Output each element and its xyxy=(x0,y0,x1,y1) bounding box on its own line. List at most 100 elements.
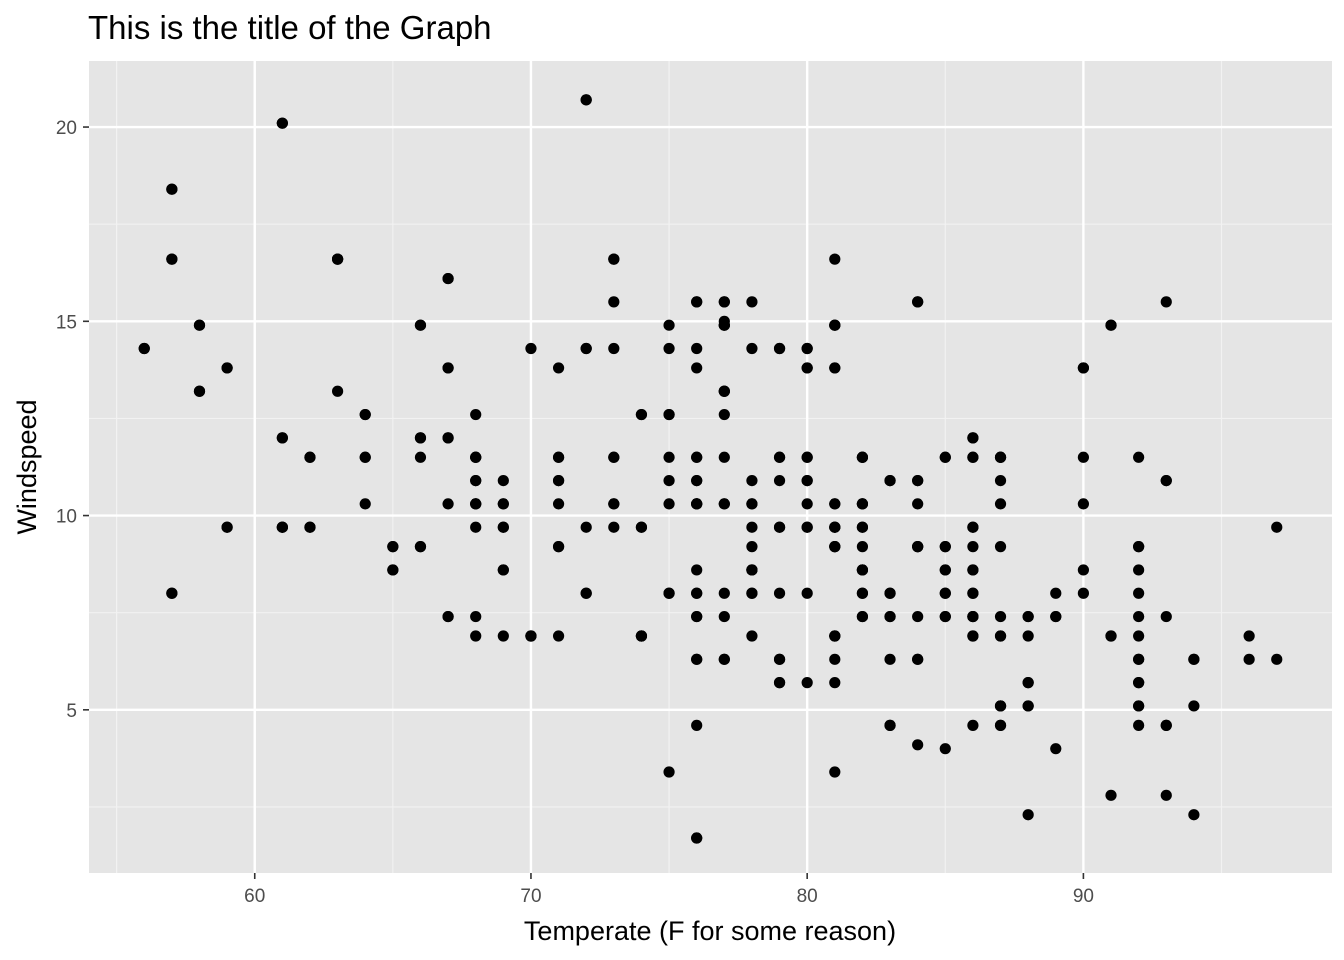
data-point xyxy=(912,541,924,553)
data-point xyxy=(1077,451,1089,463)
x-tick-label: 90 xyxy=(1073,886,1094,907)
data-point xyxy=(1050,587,1062,599)
data-point xyxy=(801,498,813,510)
x-tick-label: 70 xyxy=(520,886,541,907)
data-point xyxy=(801,451,813,463)
data-point xyxy=(1160,296,1172,308)
data-point xyxy=(912,610,924,623)
data-point xyxy=(994,700,1007,712)
data-point xyxy=(663,766,675,778)
plot-panel xyxy=(89,61,1332,873)
data-point xyxy=(884,653,896,665)
data-point xyxy=(580,94,592,106)
data-point xyxy=(1133,630,1145,642)
data-point xyxy=(718,385,730,397)
data-point xyxy=(552,474,565,487)
data-point xyxy=(691,342,703,355)
data-point xyxy=(608,253,620,265)
data-point xyxy=(442,498,454,510)
data-point xyxy=(497,630,509,642)
data-point xyxy=(718,587,730,599)
data-point xyxy=(470,451,482,463)
data-point xyxy=(691,587,703,599)
data-point xyxy=(884,610,896,623)
data-point xyxy=(718,319,730,331)
data-point xyxy=(746,521,758,533)
data-point xyxy=(1188,653,1200,665)
x-axis-title: Temperate (F for some reason) xyxy=(524,916,896,946)
data-point xyxy=(746,296,758,308)
minor-gridlines xyxy=(89,61,1332,873)
y-axis-title: Windspeed xyxy=(12,399,42,534)
data-point xyxy=(580,521,592,533)
data-point xyxy=(856,521,869,533)
data-point xyxy=(1133,541,1145,553)
data-point xyxy=(414,432,427,444)
data-point xyxy=(801,342,813,355)
y-tick-label: 20 xyxy=(56,118,77,139)
data-point xyxy=(829,541,841,553)
data-point xyxy=(1160,610,1172,623)
data-point xyxy=(332,385,344,397)
data-point xyxy=(1271,521,1283,533)
data-point xyxy=(912,296,924,308)
data-point xyxy=(912,498,924,510)
data-point xyxy=(1022,700,1034,712)
data-point xyxy=(608,451,620,463)
data-point xyxy=(442,362,454,374)
data-point xyxy=(193,385,206,397)
data-point xyxy=(1077,362,1089,374)
data-point xyxy=(1243,653,1255,665)
data-points xyxy=(138,94,1283,844)
x-tick-label: 60 xyxy=(244,886,265,907)
chart-title: This is the title of the Graph xyxy=(88,9,492,46)
data-point xyxy=(801,677,813,689)
data-point xyxy=(470,498,482,510)
data-point xyxy=(221,362,233,374)
data-point xyxy=(691,362,703,374)
data-point xyxy=(801,362,813,374)
data-point xyxy=(1050,610,1062,623)
y-axis: 5 10 15 20 xyxy=(56,118,89,722)
data-point xyxy=(691,498,703,510)
data-point xyxy=(1105,630,1117,642)
data-point xyxy=(1022,809,1034,821)
data-point xyxy=(470,521,482,533)
data-point xyxy=(1133,587,1145,599)
data-point xyxy=(663,451,675,463)
data-point xyxy=(884,719,896,731)
data-point xyxy=(1188,700,1200,712)
data-point xyxy=(608,498,620,510)
data-point xyxy=(1077,564,1089,576)
data-point xyxy=(470,474,482,487)
data-point xyxy=(442,272,454,285)
data-point xyxy=(746,498,758,510)
data-point xyxy=(718,498,730,510)
data-point xyxy=(497,564,509,576)
data-point xyxy=(552,451,565,463)
data-point xyxy=(829,677,841,689)
data-point xyxy=(387,564,399,576)
data-point xyxy=(884,587,896,599)
data-point xyxy=(552,498,565,510)
data-point xyxy=(829,253,841,265)
data-point xyxy=(773,342,786,355)
data-point xyxy=(1050,743,1062,755)
data-point xyxy=(663,474,675,487)
data-point xyxy=(856,610,869,623)
data-point xyxy=(1243,630,1255,642)
data-point xyxy=(829,630,841,642)
data-point xyxy=(304,451,316,463)
data-point xyxy=(829,766,841,778)
data-point xyxy=(856,498,869,510)
data-point xyxy=(221,521,233,533)
data-point xyxy=(442,610,454,623)
data-point xyxy=(166,253,178,265)
data-point xyxy=(967,719,979,731)
data-point xyxy=(718,408,730,421)
data-point xyxy=(332,253,344,265)
data-point xyxy=(829,362,841,374)
data-point xyxy=(166,587,178,599)
y-tick-label: 5 xyxy=(66,701,77,722)
